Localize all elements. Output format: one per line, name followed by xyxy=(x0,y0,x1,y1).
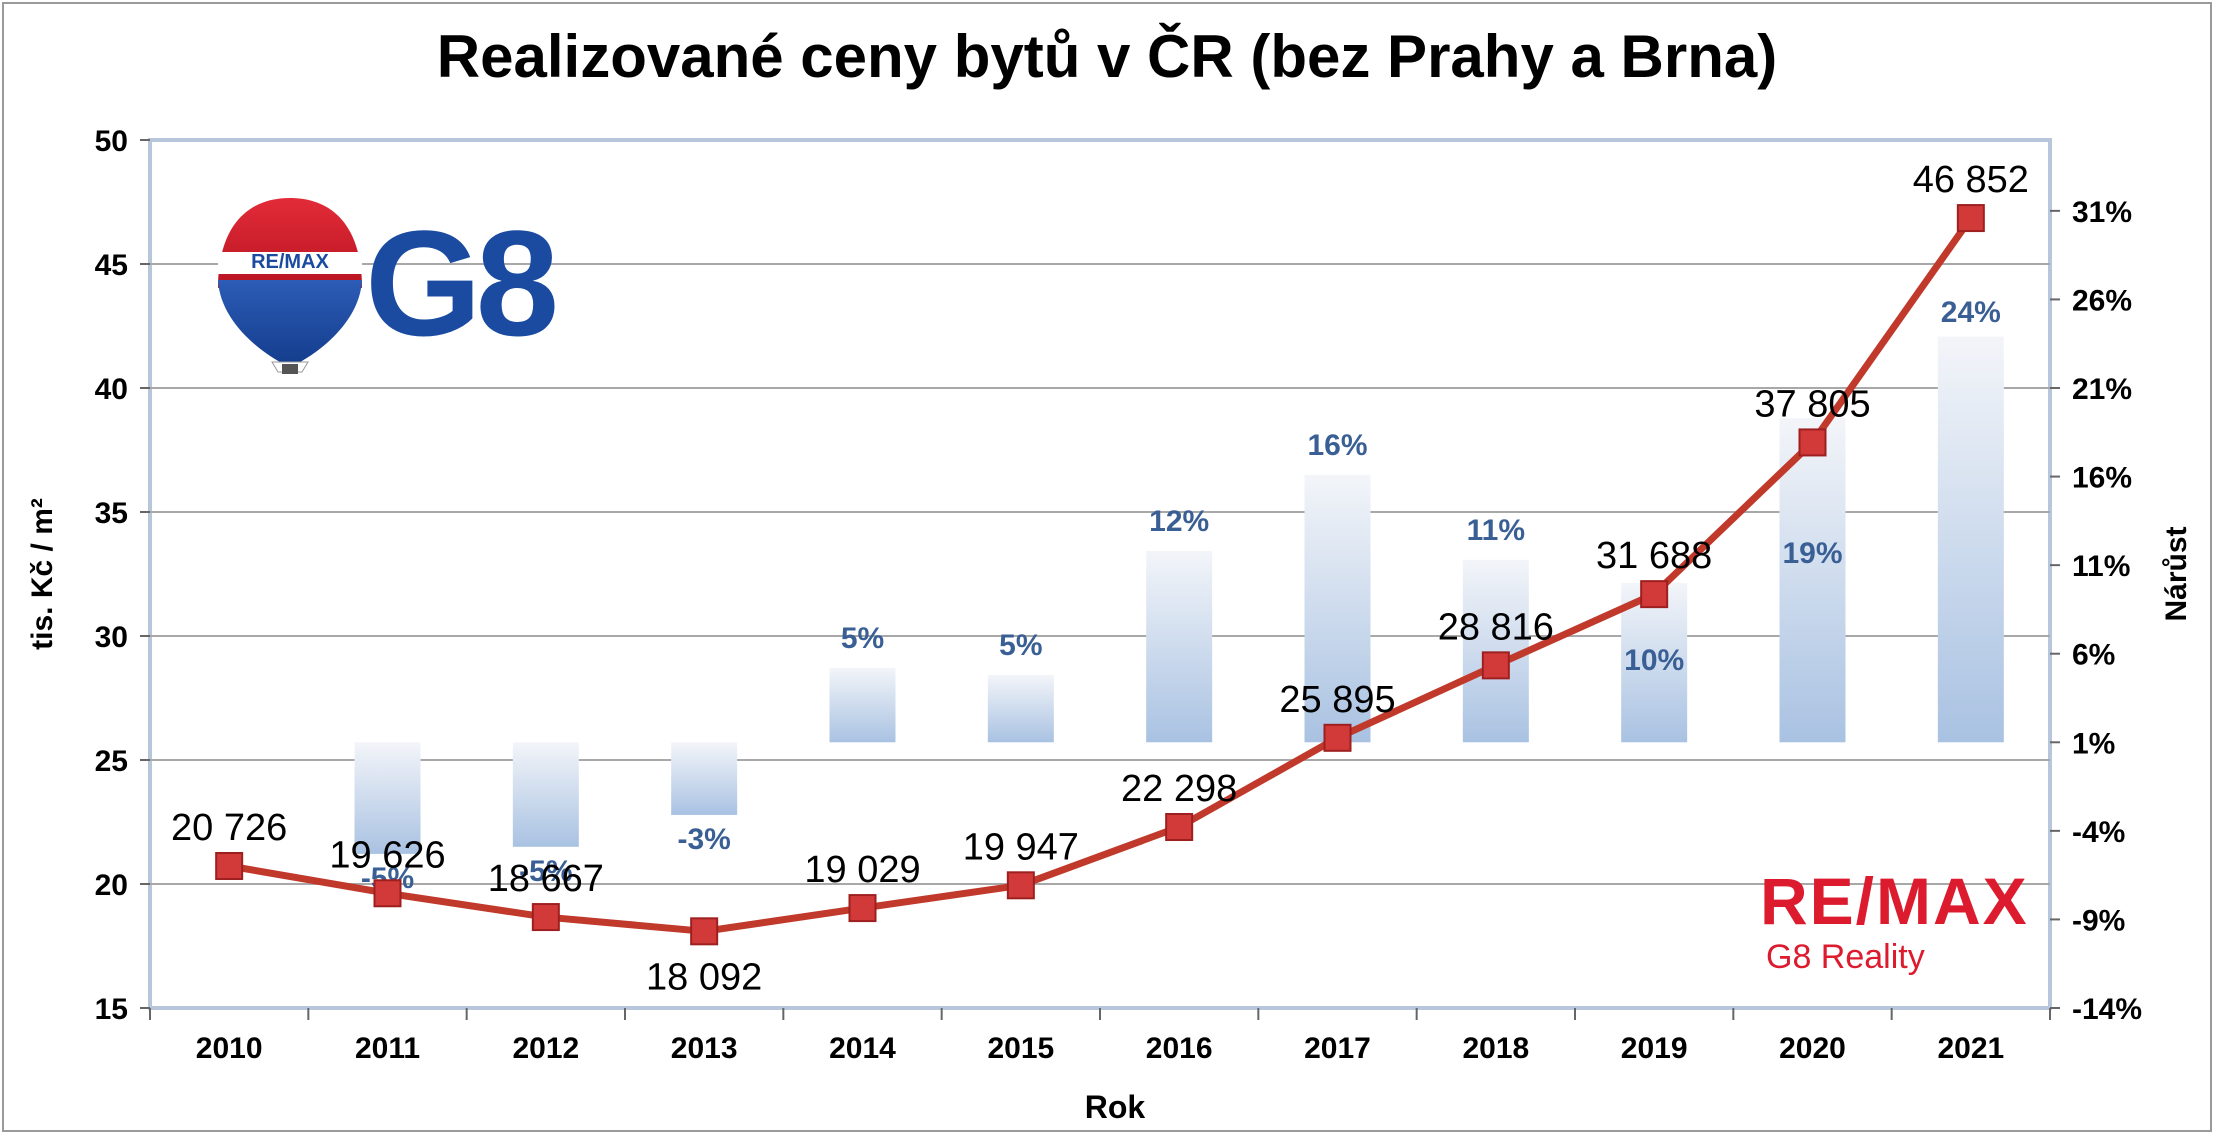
axis-labels: Rok tis. Kč / m² Nárůst xyxy=(26,498,2193,1125)
right-tick-label: 11% xyxy=(2072,550,2130,583)
growth-bar xyxy=(354,742,421,854)
left-tick-label: 40 xyxy=(95,373,128,406)
x-tick-label: 2021 xyxy=(1937,1032,2004,1065)
growth-label: -5% xyxy=(519,855,572,888)
price-label: 28 816 xyxy=(1438,606,1554,648)
growth-label: -3% xyxy=(677,823,730,856)
growth-label: 12% xyxy=(1149,505,1209,538)
price-line: 20 726 19 626 18 667 18 092 19 029 19 947 22 2… xyxy=(171,159,2029,998)
price-label: 18 092 xyxy=(646,956,762,998)
growth-label: 5% xyxy=(841,622,884,655)
growth-label: 19% xyxy=(1782,537,1842,570)
left-tick-label: 15 xyxy=(95,993,128,1026)
left-tick-label: 35 xyxy=(95,497,128,530)
growth-bar xyxy=(1937,336,2004,743)
x-tick-label: 2018 xyxy=(1462,1032,1529,1065)
g8-logo: G8 xyxy=(365,199,559,367)
price-point xyxy=(1323,723,1352,752)
x-tick-label: 2010 xyxy=(196,1032,263,1065)
growth-label: 10% xyxy=(1624,644,1684,677)
x-tick-label: 2019 xyxy=(1621,1032,1688,1065)
chart-title: Realizované ceny bytů v ČR (bez Prahy a … xyxy=(436,23,1778,90)
right-tick-label: 1% xyxy=(2072,727,2115,760)
price-label: 20 726 xyxy=(171,807,287,849)
growth-bar xyxy=(1779,418,1846,743)
growth-bar xyxy=(987,674,1054,743)
x-tick-label: 2015 xyxy=(987,1032,1054,1065)
x-tick-label: 2012 xyxy=(512,1032,579,1065)
growth-bar xyxy=(1462,559,1529,743)
gridlines xyxy=(150,263,2050,885)
left-axis-ticks: 15 20 25 30 35 40 45 50 xyxy=(95,125,150,1026)
price-label: 19 029 xyxy=(804,849,920,891)
x-tick-label: 2011 xyxy=(355,1032,420,1065)
right-axis-label: Nárůst xyxy=(2160,526,2193,621)
price-point xyxy=(1798,428,1827,457)
growth-bar xyxy=(1146,550,1213,743)
price-point xyxy=(1956,204,1985,233)
left-tick-label: 50 xyxy=(95,125,128,158)
right-axis-ticks: -14% -9% -4% 1% 6% 11% 16% 21% 26% 31% xyxy=(2050,196,2142,1026)
growth-label: 16% xyxy=(1307,429,1367,462)
price-point xyxy=(373,879,402,908)
price-point xyxy=(1481,651,1510,680)
price-label: 19 626 xyxy=(329,834,445,876)
price-label: 18 667 xyxy=(488,858,604,900)
left-tick-label: 20 xyxy=(95,869,128,902)
price-point xyxy=(1640,580,1669,609)
balloon-logo-text: RE/MAX xyxy=(251,251,329,273)
left-tick-label: 45 xyxy=(95,249,128,282)
remax-balloon-logo: RE/MAX xyxy=(218,198,362,374)
price-point xyxy=(690,917,719,946)
right-tick-label: 21% xyxy=(2072,373,2132,406)
plot-area xyxy=(148,138,2052,1010)
right-tick-label: 31% xyxy=(2072,196,2132,229)
price-label: 31 688 xyxy=(1596,535,1712,577)
right-tick-label: -9% xyxy=(2072,904,2125,937)
price-label: 22 298 xyxy=(1121,768,1237,810)
price-series-line xyxy=(228,216,1974,935)
x-axis-ticks: 2010 2011 2012 2013 2014 2015 2016 2017 2018 2019… xyxy=(149,1008,2051,1065)
price-label: 46 852 xyxy=(1913,159,2029,201)
price-point xyxy=(1006,871,1035,900)
left-axis-label: tis. Kč / m² xyxy=(26,498,59,650)
remax-logo: RE/MAX xyxy=(1760,864,2029,938)
remax-subtitle: G8 Reality xyxy=(1766,938,1925,976)
growth-bars: -5% -5%-3%5% 5%12%16%11%10%19%24% xyxy=(354,296,2004,895)
growth-label: 5% xyxy=(999,629,1042,662)
price-point xyxy=(848,894,877,923)
price-point xyxy=(215,851,244,880)
price-label: 25 895 xyxy=(1279,679,1395,721)
left-tick-label: 30 xyxy=(95,621,128,654)
price-point xyxy=(1165,813,1194,842)
x-tick-label: 2020 xyxy=(1779,1032,1846,1065)
x-tick-label: 2016 xyxy=(1146,1032,1213,1065)
x-tick-label: 2017 xyxy=(1304,1032,1371,1065)
growth-label: 11% xyxy=(1467,514,1525,547)
price-label: 19 947 xyxy=(963,826,1079,868)
right-tick-label: 26% xyxy=(2072,284,2132,317)
growth-label: 24% xyxy=(1941,296,2001,329)
x-tick-label: 2014 xyxy=(829,1032,896,1065)
x-tick-label: 2013 xyxy=(671,1032,738,1065)
right-tick-label: 16% xyxy=(2072,462,2132,495)
growth-bar xyxy=(1304,474,1371,743)
right-tick-label: -14% xyxy=(2072,993,2142,1026)
price-point xyxy=(531,903,560,932)
growth-bar xyxy=(829,667,896,743)
left-tick-label: 25 xyxy=(95,745,128,778)
right-tick-label: 6% xyxy=(2072,639,2115,672)
growth-bar xyxy=(512,742,579,847)
growth-bar xyxy=(671,742,738,815)
x-axis-label: Rok xyxy=(1085,1089,1146,1125)
price-label: 37 805 xyxy=(1754,383,1870,425)
right-tick-label: -4% xyxy=(2072,816,2125,849)
growth-bar xyxy=(1621,582,1688,743)
